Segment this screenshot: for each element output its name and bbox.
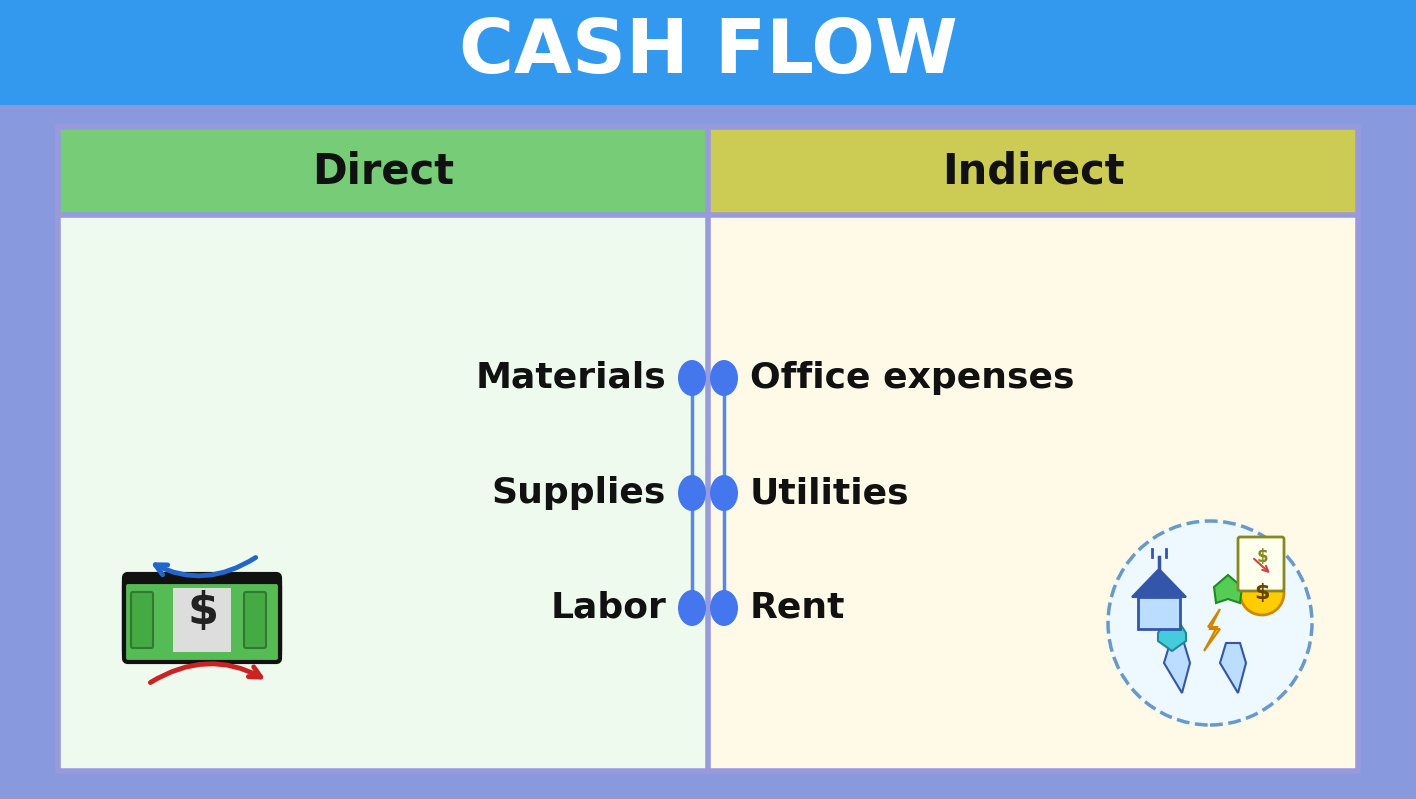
Text: Office expenses: Office expenses <box>750 361 1075 395</box>
Text: $: $ <box>187 590 218 633</box>
Polygon shape <box>1204 609 1221 651</box>
FancyBboxPatch shape <box>1238 537 1284 591</box>
Polygon shape <box>1221 643 1246 693</box>
Text: Labor: Labor <box>551 591 666 625</box>
FancyBboxPatch shape <box>1138 597 1180 629</box>
Polygon shape <box>1214 575 1242 603</box>
Text: Supplies: Supplies <box>491 476 666 510</box>
FancyBboxPatch shape <box>125 574 280 654</box>
Ellipse shape <box>678 475 707 511</box>
Ellipse shape <box>709 475 738 511</box>
Text: Utilities: Utilities <box>750 476 909 510</box>
Ellipse shape <box>678 590 707 626</box>
Text: $: $ <box>1256 548 1267 566</box>
FancyBboxPatch shape <box>132 592 153 648</box>
Circle shape <box>1107 521 1313 725</box>
Text: Direct: Direct <box>312 150 455 192</box>
FancyBboxPatch shape <box>708 127 1358 215</box>
Polygon shape <box>1158 611 1187 651</box>
Text: CASH FLOW: CASH FLOW <box>459 16 957 89</box>
FancyBboxPatch shape <box>173 588 231 652</box>
FancyBboxPatch shape <box>0 0 1416 105</box>
Ellipse shape <box>678 360 707 396</box>
FancyBboxPatch shape <box>125 578 280 658</box>
Text: $: $ <box>1255 583 1270 603</box>
FancyBboxPatch shape <box>58 127 708 215</box>
Polygon shape <box>1164 643 1189 693</box>
FancyArrowPatch shape <box>150 664 261 682</box>
Text: Materials: Materials <box>476 361 666 395</box>
Text: Indirect: Indirect <box>942 150 1124 192</box>
Ellipse shape <box>709 590 738 626</box>
Text: Rent: Rent <box>750 591 845 625</box>
FancyBboxPatch shape <box>58 215 708 771</box>
FancyBboxPatch shape <box>244 592 266 648</box>
FancyBboxPatch shape <box>708 215 1358 771</box>
Polygon shape <box>1131 569 1187 597</box>
Ellipse shape <box>709 360 738 396</box>
FancyBboxPatch shape <box>125 582 280 662</box>
FancyArrowPatch shape <box>156 558 256 576</box>
Circle shape <box>1240 571 1284 615</box>
